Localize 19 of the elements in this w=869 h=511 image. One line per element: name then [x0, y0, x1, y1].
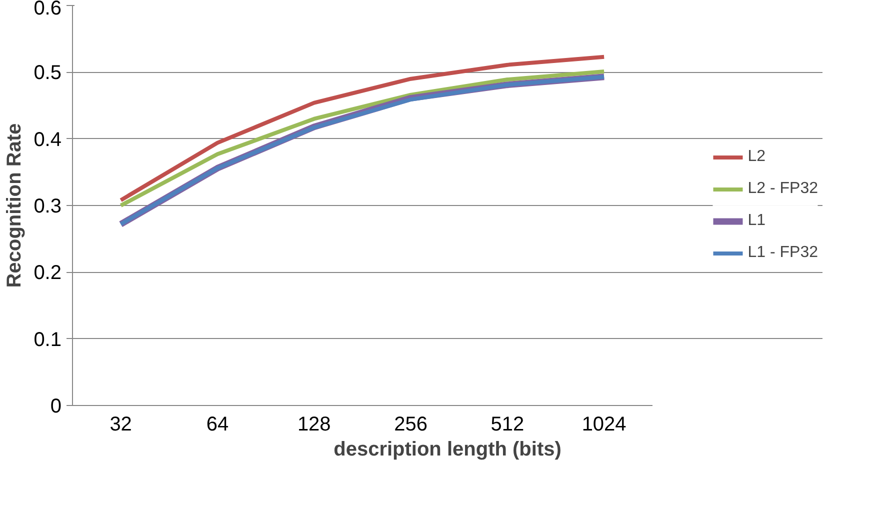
- y-tick-label: 0: [50, 396, 62, 418]
- y-tick-label: 0.3: [34, 196, 62, 218]
- y-tick-label: 0.4: [34, 128, 62, 151]
- y-tick-label: 0.2: [34, 262, 62, 284]
- x-axis-title: description length (bits): [334, 438, 562, 460]
- y-axis-title: Recognition Rate: [4, 123, 26, 288]
- legend-label: L1: [748, 212, 767, 230]
- x-tick-label: 32: [110, 414, 132, 436]
- legend-label: L1 - FP32: [748, 244, 818, 262]
- legend-label: L2: [748, 148, 767, 166]
- x-tick-label: 256: [394, 414, 428, 436]
- y-tick-label: 0.6: [34, 0, 62, 20]
- legend-label: L2 - FP32: [748, 180, 818, 198]
- y-tick-label: 0.1: [34, 328, 62, 351]
- y-tick-label: 0.5: [34, 62, 62, 84]
- x-tick-label: 64: [206, 414, 229, 436]
- x-tick-label: 512: [490, 414, 524, 436]
- x-tick-label: 1024: [582, 414, 626, 436]
- x-tick-label: 128: [297, 414, 331, 436]
